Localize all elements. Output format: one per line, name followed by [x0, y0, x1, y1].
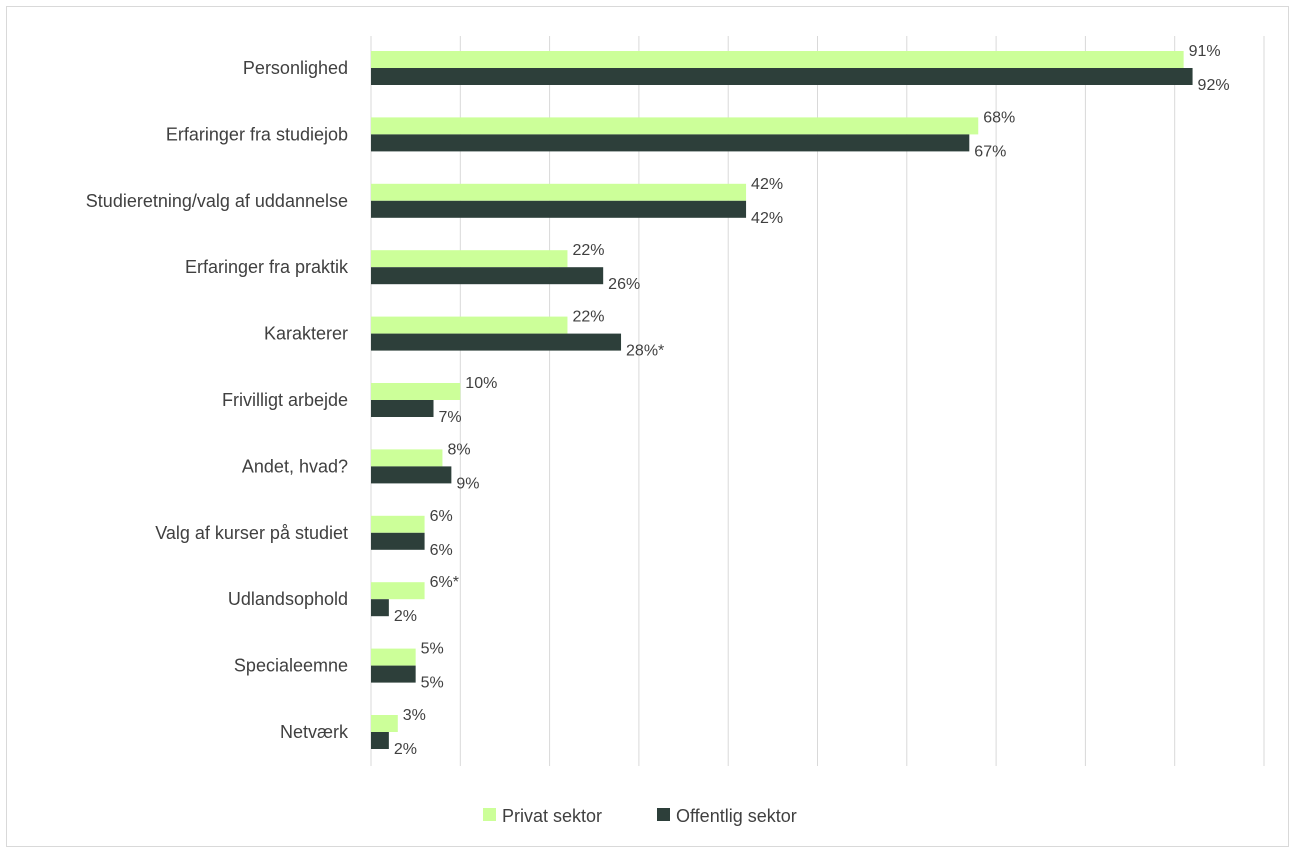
bar-offentlig	[371, 732, 389, 749]
bar-offentlig	[371, 599, 389, 617]
category-label: Erfaringer fra praktik	[185, 257, 349, 277]
category-label: Netværk	[280, 722, 349, 742]
data-label: 91%	[1189, 43, 1221, 60]
category-label: Andet, hvad?	[242, 456, 348, 476]
category-label: Udlandsophold	[228, 589, 348, 609]
data-label: 67%	[974, 143, 1006, 160]
category-label: Valg af kurser på studiet	[155, 523, 348, 543]
category-label: Karakterer	[264, 324, 348, 344]
data-label: 42%	[751, 176, 783, 193]
bar-offentlig	[371, 466, 452, 484]
bar-privat	[371, 117, 979, 135]
bar-offentlig	[371, 68, 1193, 85]
category-labels: Personlighed Erfaringer fra studiejob Stud…	[86, 58, 349, 742]
bar-offentlig	[371, 532, 425, 550]
data-label: 8%	[447, 441, 470, 458]
legend-swatch-privat	[483, 808, 496, 821]
bar-offentlig	[371, 200, 747, 218]
legend: Privat sektor Offentlig sektor	[483, 806, 797, 826]
category-label: Personlighed	[243, 58, 348, 78]
bar-privat	[371, 648, 416, 666]
legend-label-privat: Privat sektor	[502, 806, 602, 826]
bar-privat	[371, 715, 398, 732]
data-label: 5%	[421, 675, 444, 692]
data-label: 7%	[439, 409, 462, 426]
data-label: 5%	[421, 641, 444, 658]
bar-offentlig	[371, 134, 970, 152]
data-label: 6%*	[430, 574, 459, 591]
category-label: Studieretning/valg af uddannelse	[86, 191, 348, 211]
bars	[371, 51, 1193, 749]
bar-privat	[371, 515, 425, 533]
data-label: 2%	[394, 608, 417, 625]
gridlines	[370, 36, 1265, 766]
data-label: 22%	[572, 309, 604, 326]
data-label: 6%	[430, 508, 453, 525]
bar-privat	[371, 383, 461, 400]
bar-offentlig	[371, 267, 604, 285]
data-label: 42%	[751, 210, 783, 227]
data-label: 26%	[608, 276, 640, 293]
data-label: 28%*	[626, 343, 664, 360]
bar-privat	[371, 250, 568, 268]
legend-swatch-offentlig	[657, 808, 670, 821]
category-label: Erfaringer fra studiejob	[166, 124, 348, 144]
category-label: Specialeemne	[234, 656, 348, 676]
bar-privat	[371, 183, 747, 201]
bar-privat	[371, 449, 443, 467]
data-label: 3%	[403, 707, 426, 724]
bar-offentlig	[371, 665, 416, 683]
data-label: 9%	[456, 475, 479, 492]
data-label: 92%	[1198, 77, 1230, 94]
bar-privat	[371, 316, 568, 334]
value-labels: 91% 92% 68% 67% 42% 42% 22%26%22% 28%* 10%7% 8% 9%…	[394, 43, 1230, 758]
bar-privat	[371, 51, 1184, 68]
data-label: 22%	[572, 242, 604, 259]
data-label: 68%	[983, 109, 1015, 126]
bar-offentlig	[371, 400, 434, 417]
data-label: 2%	[394, 741, 417, 758]
data-label: 10%	[465, 375, 497, 392]
data-label: 6%	[430, 542, 453, 559]
bar-privat	[371, 582, 425, 600]
bar-offentlig	[371, 333, 622, 351]
legend-label-offentlig: Offentlig sektor	[676, 806, 797, 826]
category-label: Frivilligt arbejde	[222, 390, 348, 410]
